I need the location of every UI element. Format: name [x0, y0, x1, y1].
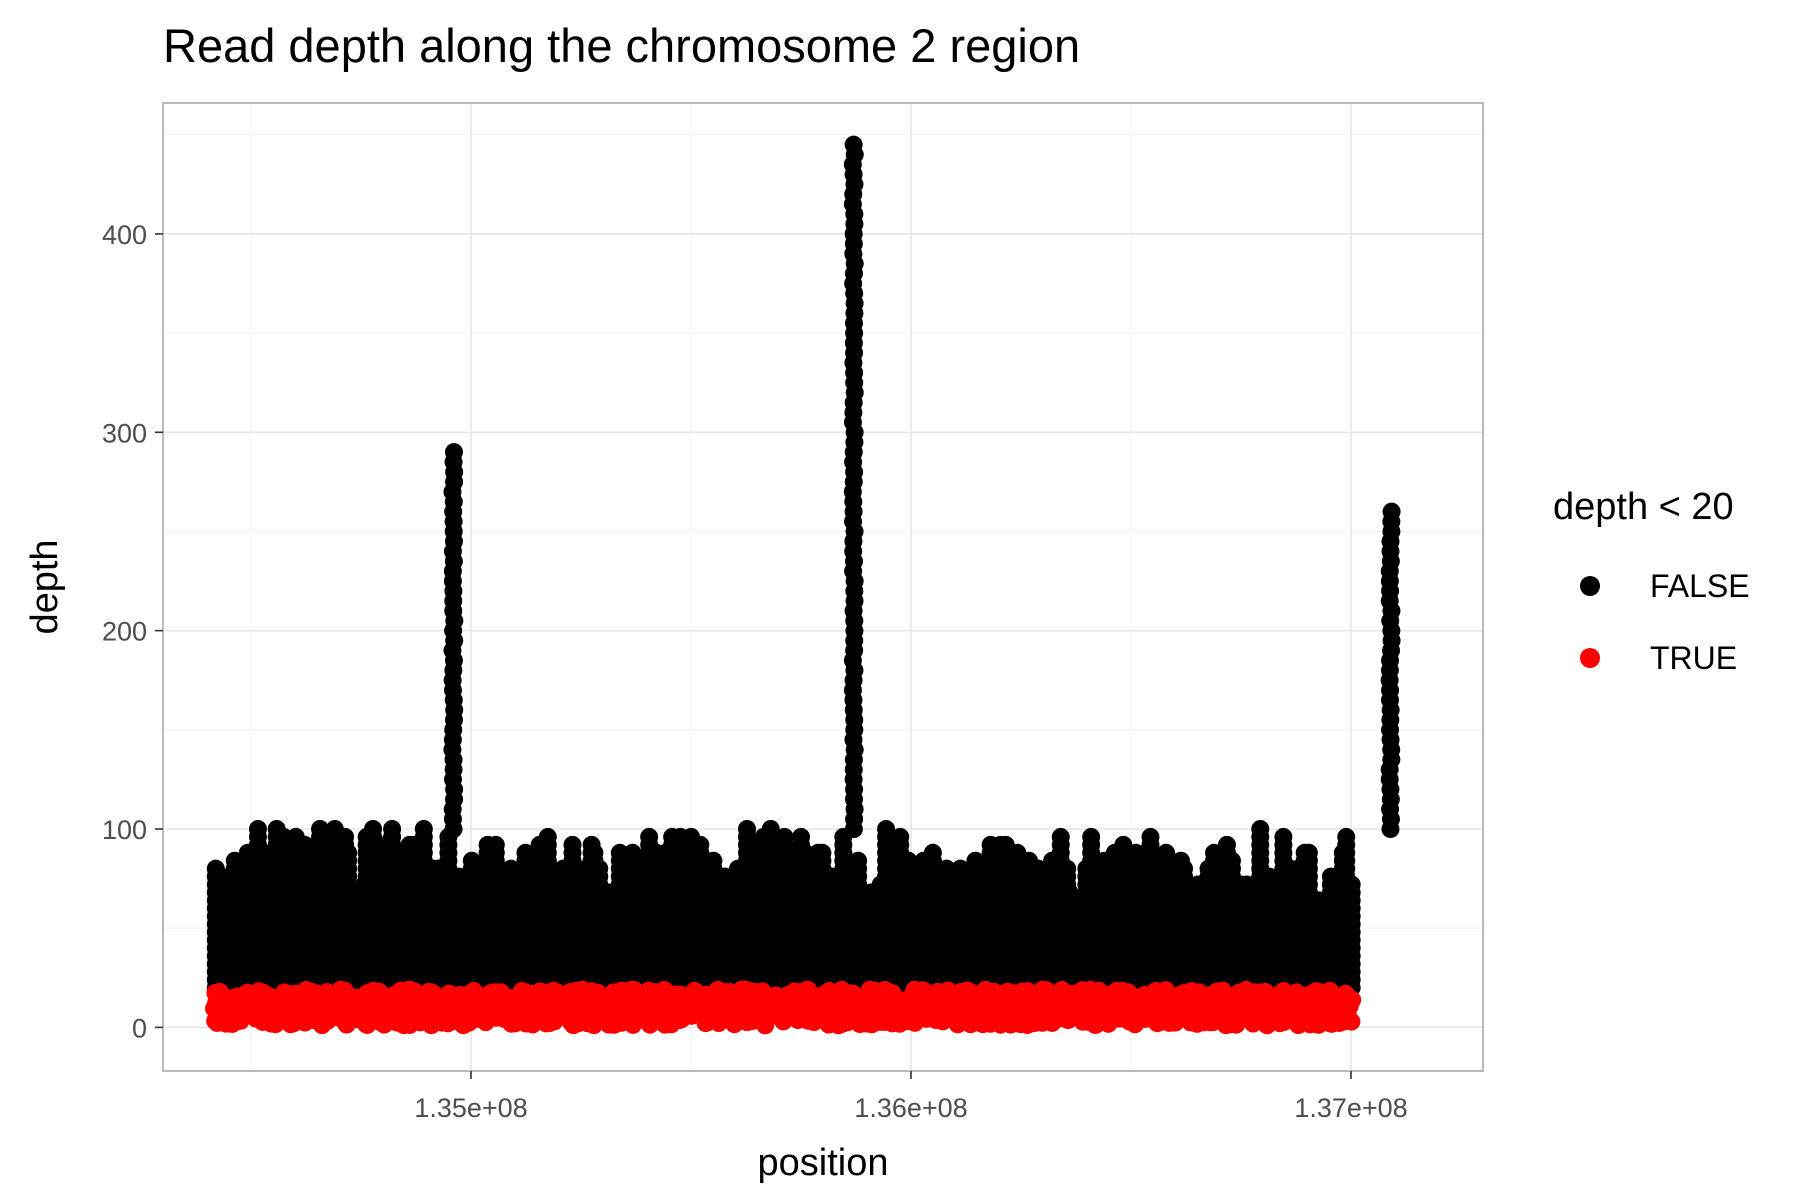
- peak-point: [444, 443, 463, 462]
- point-false: [792, 827, 811, 846]
- point-false: [212, 867, 231, 886]
- point-false: [585, 843, 604, 862]
- point-false: [737, 820, 756, 838]
- point-false: [364, 820, 383, 838]
- point-false: [414, 820, 433, 838]
- point-false: [923, 843, 942, 862]
- point-false: [691, 835, 710, 854]
- point-false: [891, 827, 910, 846]
- point-false: [311, 820, 330, 838]
- point-false: [383, 820, 402, 838]
- point-false: [1299, 843, 1318, 862]
- point-false: [1222, 851, 1241, 870]
- point-false: [704, 851, 723, 870]
- point-false: [1175, 859, 1194, 878]
- point-false: [538, 827, 557, 846]
- point-false: [295, 835, 314, 854]
- point-false: [590, 859, 609, 878]
- point-false: [849, 851, 868, 870]
- point-false: [877, 820, 896, 838]
- point-false: [966, 851, 985, 870]
- point-false: [1205, 843, 1224, 862]
- point-false: [796, 843, 815, 862]
- point-false: [813, 843, 832, 862]
- point-false: [486, 835, 505, 854]
- point-false: [1342, 875, 1361, 894]
- point-false: [336, 827, 355, 846]
- peak-point: [844, 135, 863, 154]
- series-true-points: [205, 980, 1362, 1035]
- point-false: [1251, 820, 1270, 838]
- point-false: [1217, 835, 1236, 854]
- peak-point: [1382, 502, 1401, 521]
- point-false: [1337, 827, 1356, 846]
- point-false: [516, 843, 535, 862]
- series-false-points: [206, 135, 1401, 997]
- point-false: [254, 843, 273, 862]
- point-false: [899, 851, 918, 870]
- point-false: [563, 835, 582, 854]
- point-false: [1141, 827, 1160, 846]
- point-false: [1058, 859, 1077, 878]
- point-false: [761, 820, 780, 838]
- point-false: [248, 820, 267, 838]
- point-false: [640, 827, 659, 846]
- point-false: [462, 851, 481, 870]
- point-false: [339, 843, 358, 862]
- point-false: [1082, 827, 1101, 846]
- point-false: [1274, 827, 1293, 846]
- chart-title: Read depth along the chromosome 2 region: [163, 19, 1080, 72]
- point-false: [775, 827, 794, 846]
- point-false: [1051, 827, 1070, 846]
